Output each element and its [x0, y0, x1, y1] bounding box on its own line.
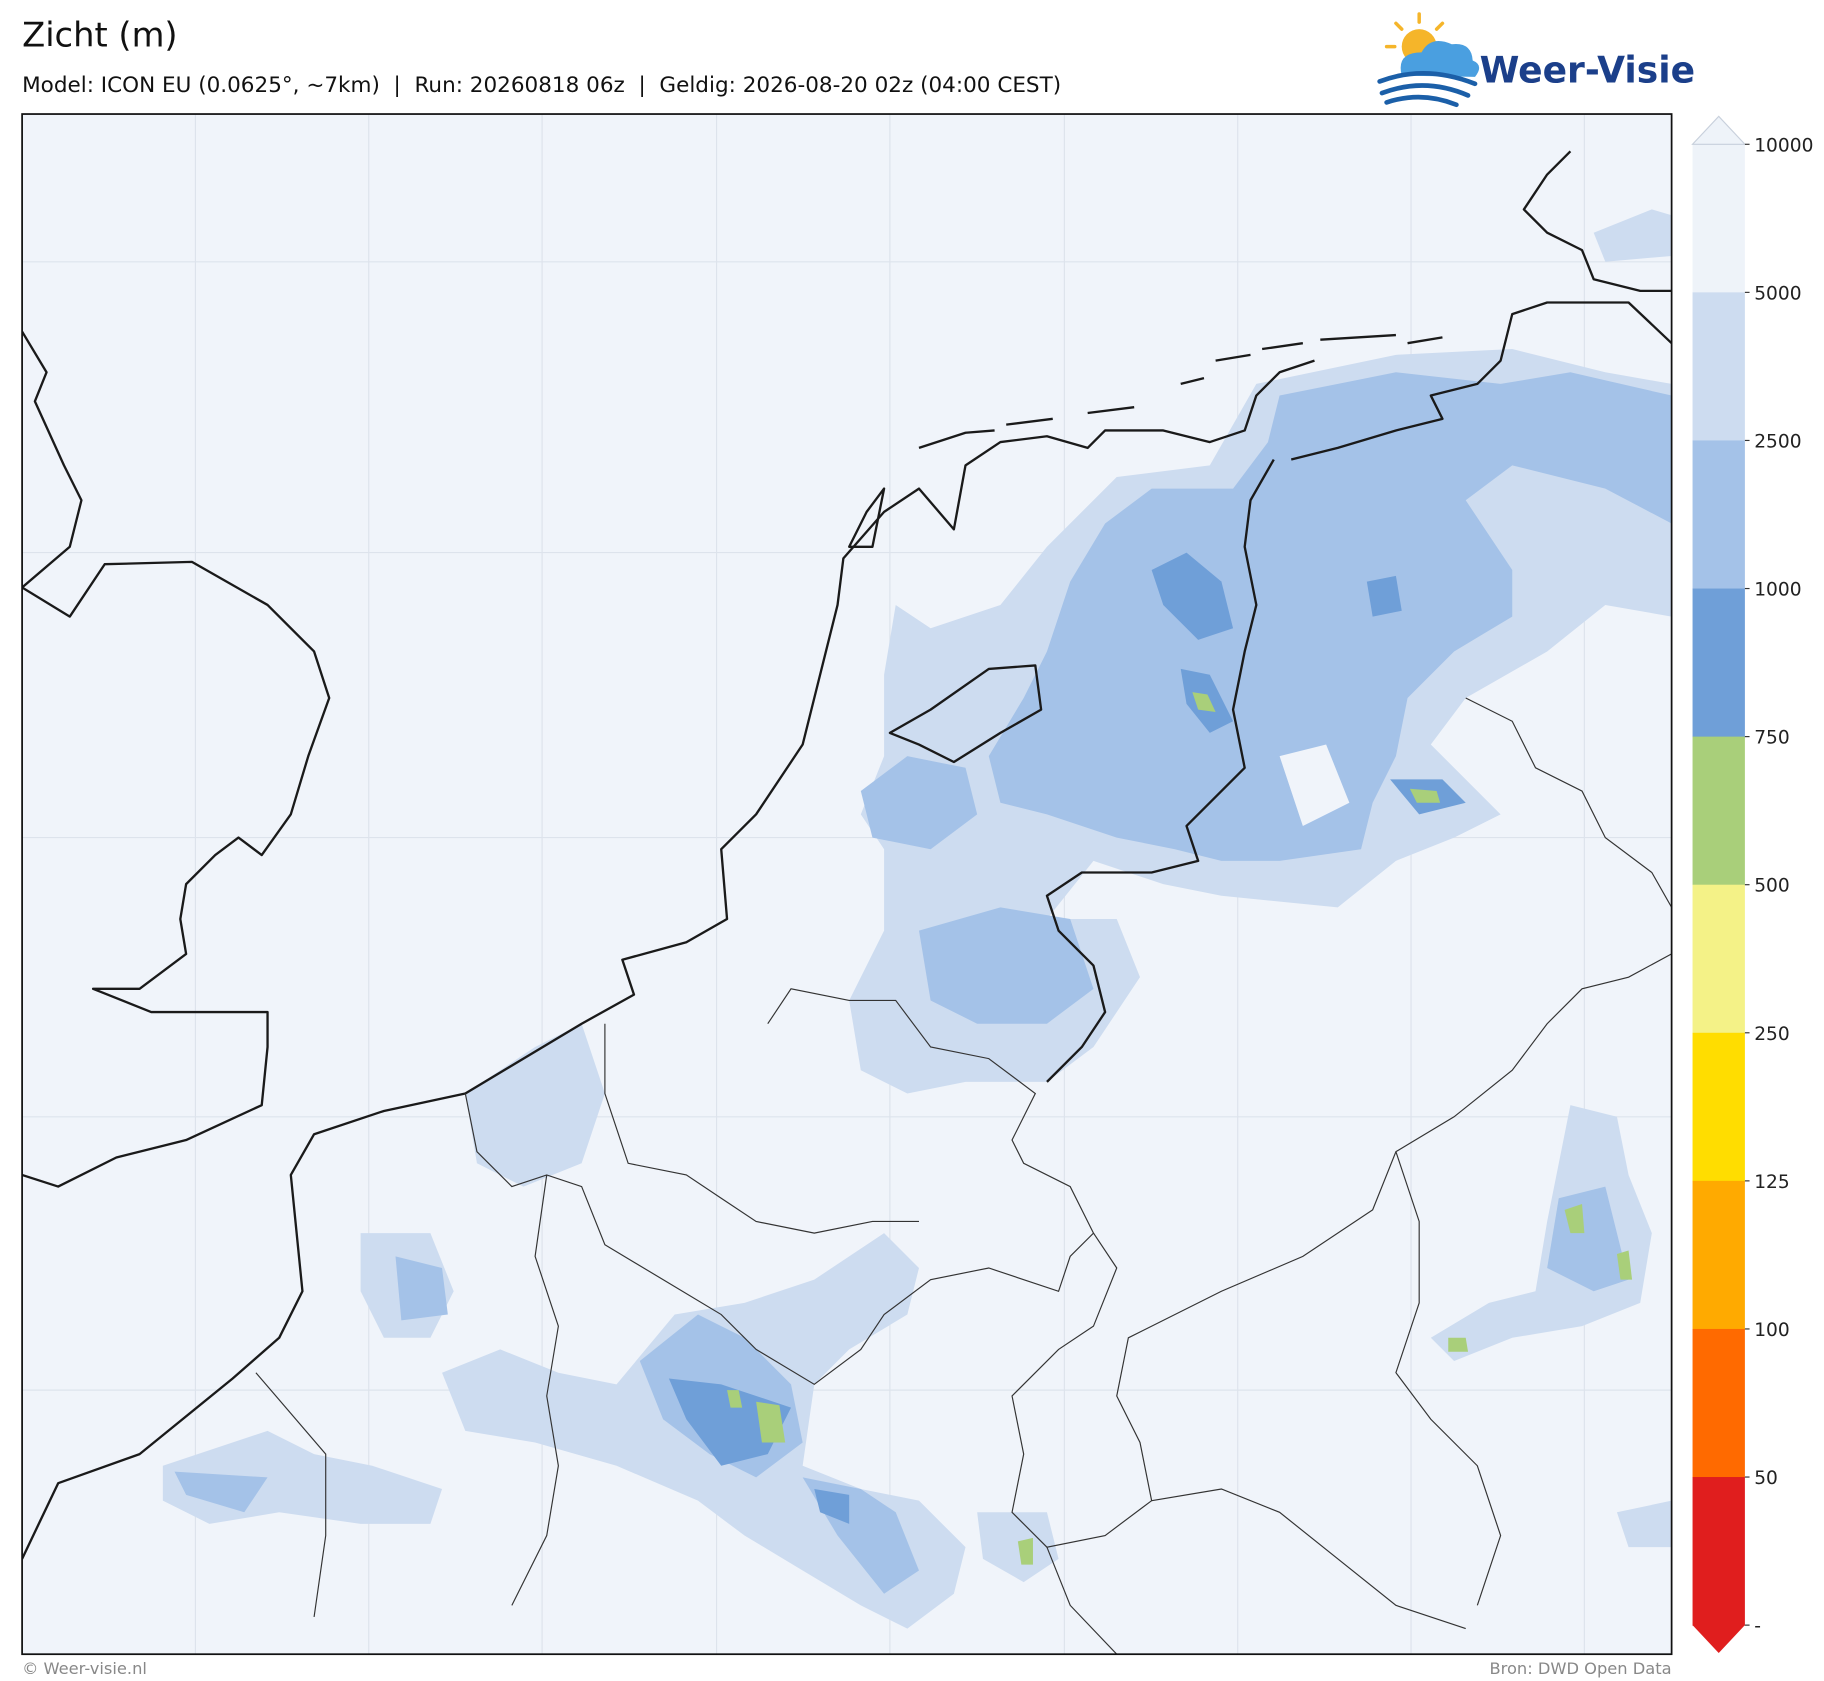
colorbar-label: 10000	[1754, 135, 1813, 156]
colorbar-extension-bottom	[1692, 1625, 1745, 1654]
colorbar-label: -	[1754, 1616, 1761, 1637]
colorbar-label: 2500	[1754, 431, 1801, 452]
map-frame	[21, 113, 1673, 1656]
logo-text: Weer-Visie	[1480, 50, 1695, 92]
map	[22, 114, 1672, 1655]
colorbar-label: 500	[1754, 876, 1790, 897]
colorbar: 10000 5000 2500 1000 750 500 250 125 100 50 -	[1691, 115, 1813, 1654]
colorbar-label: 50	[1754, 1468, 1778, 1489]
subtitle: Model: ICON EU (0.0625°, ~7km) | Run: 20…	[22, 73, 1061, 98]
colorbar-segment	[1692, 440, 1745, 590]
colorbar-segment	[1692, 144, 1745, 293]
logo: Weer-Visie	[1377, 12, 1695, 108]
footer-left: © Weer-visie.nl	[22, 1659, 147, 1678]
colorbar-segment	[1692, 1180, 1745, 1330]
colorbar-segment	[1692, 292, 1745, 442]
colorbar-label: 5000	[1754, 283, 1801, 304]
colorbar-segment	[1692, 736, 1745, 886]
colorbar-segment	[1692, 588, 1745, 738]
colorbar-label: 125	[1754, 1172, 1790, 1193]
colorbar-segment	[1692, 1032, 1745, 1182]
colorbar-extension-top	[1691, 115, 1747, 145]
colorbar-label: 1000	[1754, 580, 1801, 601]
colorbar-segment	[1692, 884, 1745, 1034]
title: Zicht (m)	[22, 16, 177, 55]
colorbar-label: 100	[1754, 1320, 1790, 1341]
footer-right: Bron: DWD Open Data	[1489, 1659, 1671, 1678]
colorbar-label: 250	[1754, 1024, 1790, 1045]
colorbar-segment	[1692, 1328, 1745, 1478]
colorbar-segment	[1692, 1477, 1745, 1626]
colorbar-label: 750	[1754, 728, 1790, 749]
